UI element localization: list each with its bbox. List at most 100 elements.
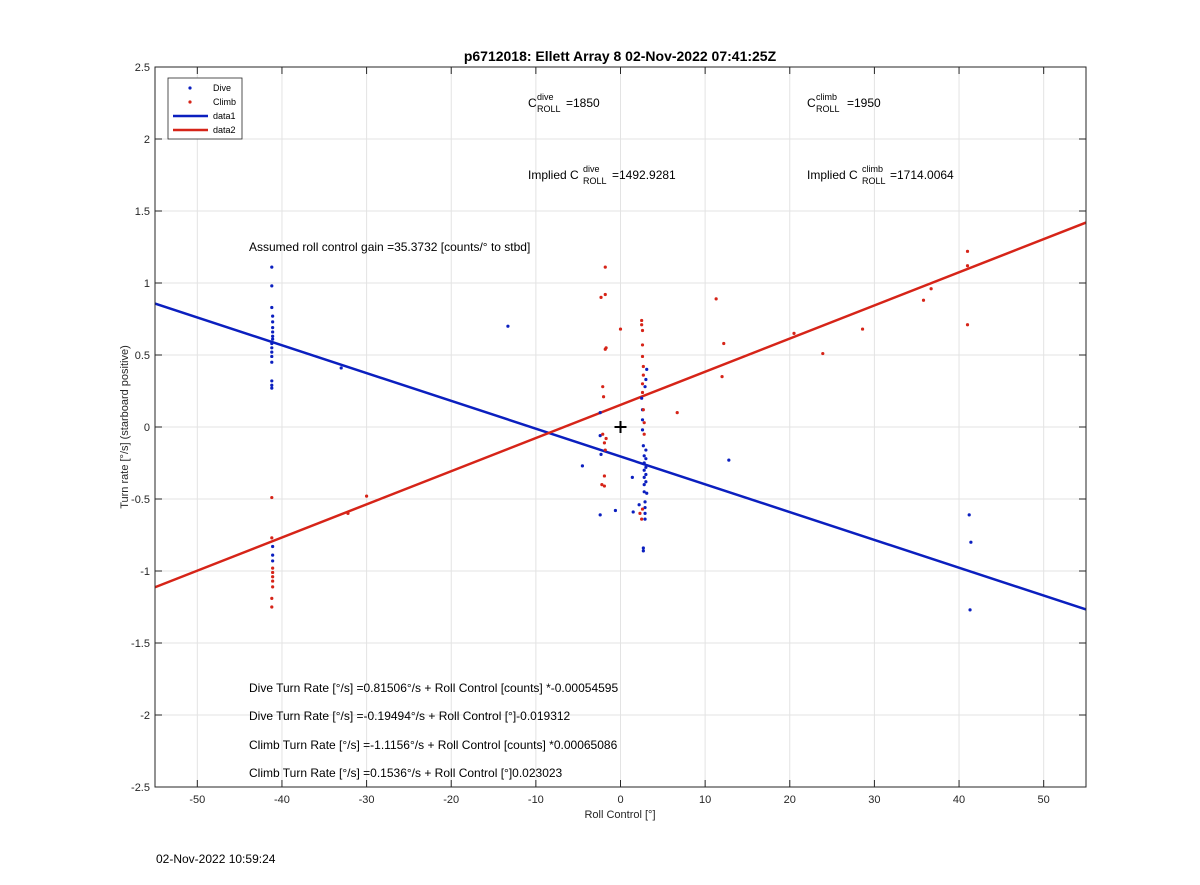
dive-point: [271, 314, 275, 318]
x-tick-label: -10: [528, 794, 544, 806]
legend-data1-label: data1: [213, 111, 236, 121]
c-climb-annotation: Cclimb ROLL =1950: [807, 92, 881, 114]
climb-point: [271, 585, 275, 589]
origin-marker: [614, 421, 627, 433]
climb-point: [600, 483, 604, 487]
dive-point: [599, 452, 603, 456]
climb-point: [270, 536, 274, 540]
y-tick-label: -1: [140, 566, 150, 578]
dive-point: [644, 480, 648, 484]
climb-point: [965, 249, 970, 253]
climb-point: [640, 517, 644, 521]
dive-point: [644, 457, 648, 461]
dive-point: [644, 472, 648, 477]
climb-point: [601, 395, 606, 399]
climb-point: [599, 295, 603, 299]
dive-point: [271, 320, 275, 324]
climb-point: [271, 570, 275, 575]
x-tick-label: -30: [359, 794, 375, 806]
dive-point: [641, 549, 645, 553]
dive-point: [271, 553, 275, 557]
y-axis-label: Turn rate [°/s] (starboard positive): [119, 345, 131, 509]
dive-point: [598, 513, 602, 517]
data1-fit-line: [154, 302, 1087, 611]
climb-point: [714, 297, 718, 301]
implied-climb-prefix: Implied C: [807, 168, 858, 182]
dive-point: [339, 366, 343, 370]
fit-lines: [154, 221, 1087, 611]
climb-point: [965, 264, 970, 268]
x-tick-label: 30: [868, 794, 880, 806]
climb-point: [642, 432, 646, 436]
climb-point: [641, 408, 645, 412]
dive-point: [271, 559, 275, 563]
dive-point: [630, 475, 634, 479]
dive-point: [643, 517, 647, 521]
climb-point: [601, 432, 605, 436]
climb-point: [722, 341, 726, 346]
c-climb-value: =1950: [847, 96, 881, 110]
x-tick-label: 40: [953, 794, 965, 806]
dive-point: [642, 468, 646, 472]
climb-point: [603, 265, 607, 269]
dive-point: [643, 511, 647, 515]
dive-point: [641, 444, 645, 448]
dive-point: [270, 379, 274, 383]
climb-point: [642, 421, 646, 425]
dive-point: [270, 341, 274, 346]
implied-climb-annotation: Implied C climb ROLL =1714.0064: [807, 164, 954, 186]
climb-point: [921, 298, 926, 302]
climb-point: [638, 511, 642, 515]
y-tick-label: 2: [144, 134, 150, 146]
y-tick-label: 0.5: [135, 350, 150, 362]
climb-point: [640, 343, 645, 347]
dive-point: [641, 546, 645, 550]
climb-point: [675, 411, 679, 415]
y-tick-label: -2: [140, 710, 150, 722]
dive-point: [643, 500, 647, 504]
climb-point: [270, 495, 274, 500]
c-climb-base: C: [807, 96, 816, 110]
climb-point: [929, 287, 933, 291]
y-tick-label: -0.5: [131, 494, 150, 506]
dive-point: [270, 305, 274, 310]
data-points: [270, 249, 973, 612]
x-tick-label: 50: [1038, 794, 1050, 806]
dive-point: [644, 465, 648, 469]
legend: Dive Climb data1 data2: [167, 77, 243, 140]
dive-point: [644, 377, 648, 382]
dive-point: [270, 284, 274, 288]
climb-point: [603, 347, 607, 351]
legend-climb-marker: [188, 100, 192, 104]
dive-point: [642, 454, 646, 458]
climb-point: [640, 318, 644, 323]
dive-point: [270, 386, 274, 390]
x-axis-label: Roll Control [°]: [584, 809, 655, 821]
dive-point: [270, 383, 274, 387]
climb-point: [792, 331, 796, 335]
dive-point: [640, 418, 645, 422]
dive-point: [637, 503, 641, 507]
climb-point: [601, 385, 605, 389]
implied-dive-sub: ROLL: [583, 176, 607, 186]
dive-point: [640, 396, 644, 400]
dive-point: [642, 461, 646, 465]
equation-dive-degrees: Dive Turn Rate [°/s] =-0.19494°/s + Roll…: [249, 709, 571, 723]
dive-point: [270, 354, 274, 359]
x-tick-label: -20: [443, 794, 459, 806]
dive-point: [598, 411, 602, 415]
dive-point: [643, 385, 647, 389]
climb-point: [604, 436, 608, 441]
axis-ticks: -50 -40 -30 -20 -10 0 10 20 30 40 50-2.5-2-1.5-1-0…: [131, 62, 1086, 806]
climb-point: [270, 605, 274, 609]
dive-point: [270, 350, 274, 354]
equation-climb-counts: Climb Turn Rate [°/s] =-1.1156°/s + Roll…: [249, 738, 618, 752]
dive-point: [270, 265, 274, 269]
y-tick-label: 1.5: [135, 206, 150, 218]
dive-point: [969, 540, 973, 544]
c-climb-sub: ROLL: [816, 104, 840, 114]
dive-point: [645, 367, 649, 371]
climb-point: [602, 484, 607, 488]
dive-point: [613, 508, 618, 513]
